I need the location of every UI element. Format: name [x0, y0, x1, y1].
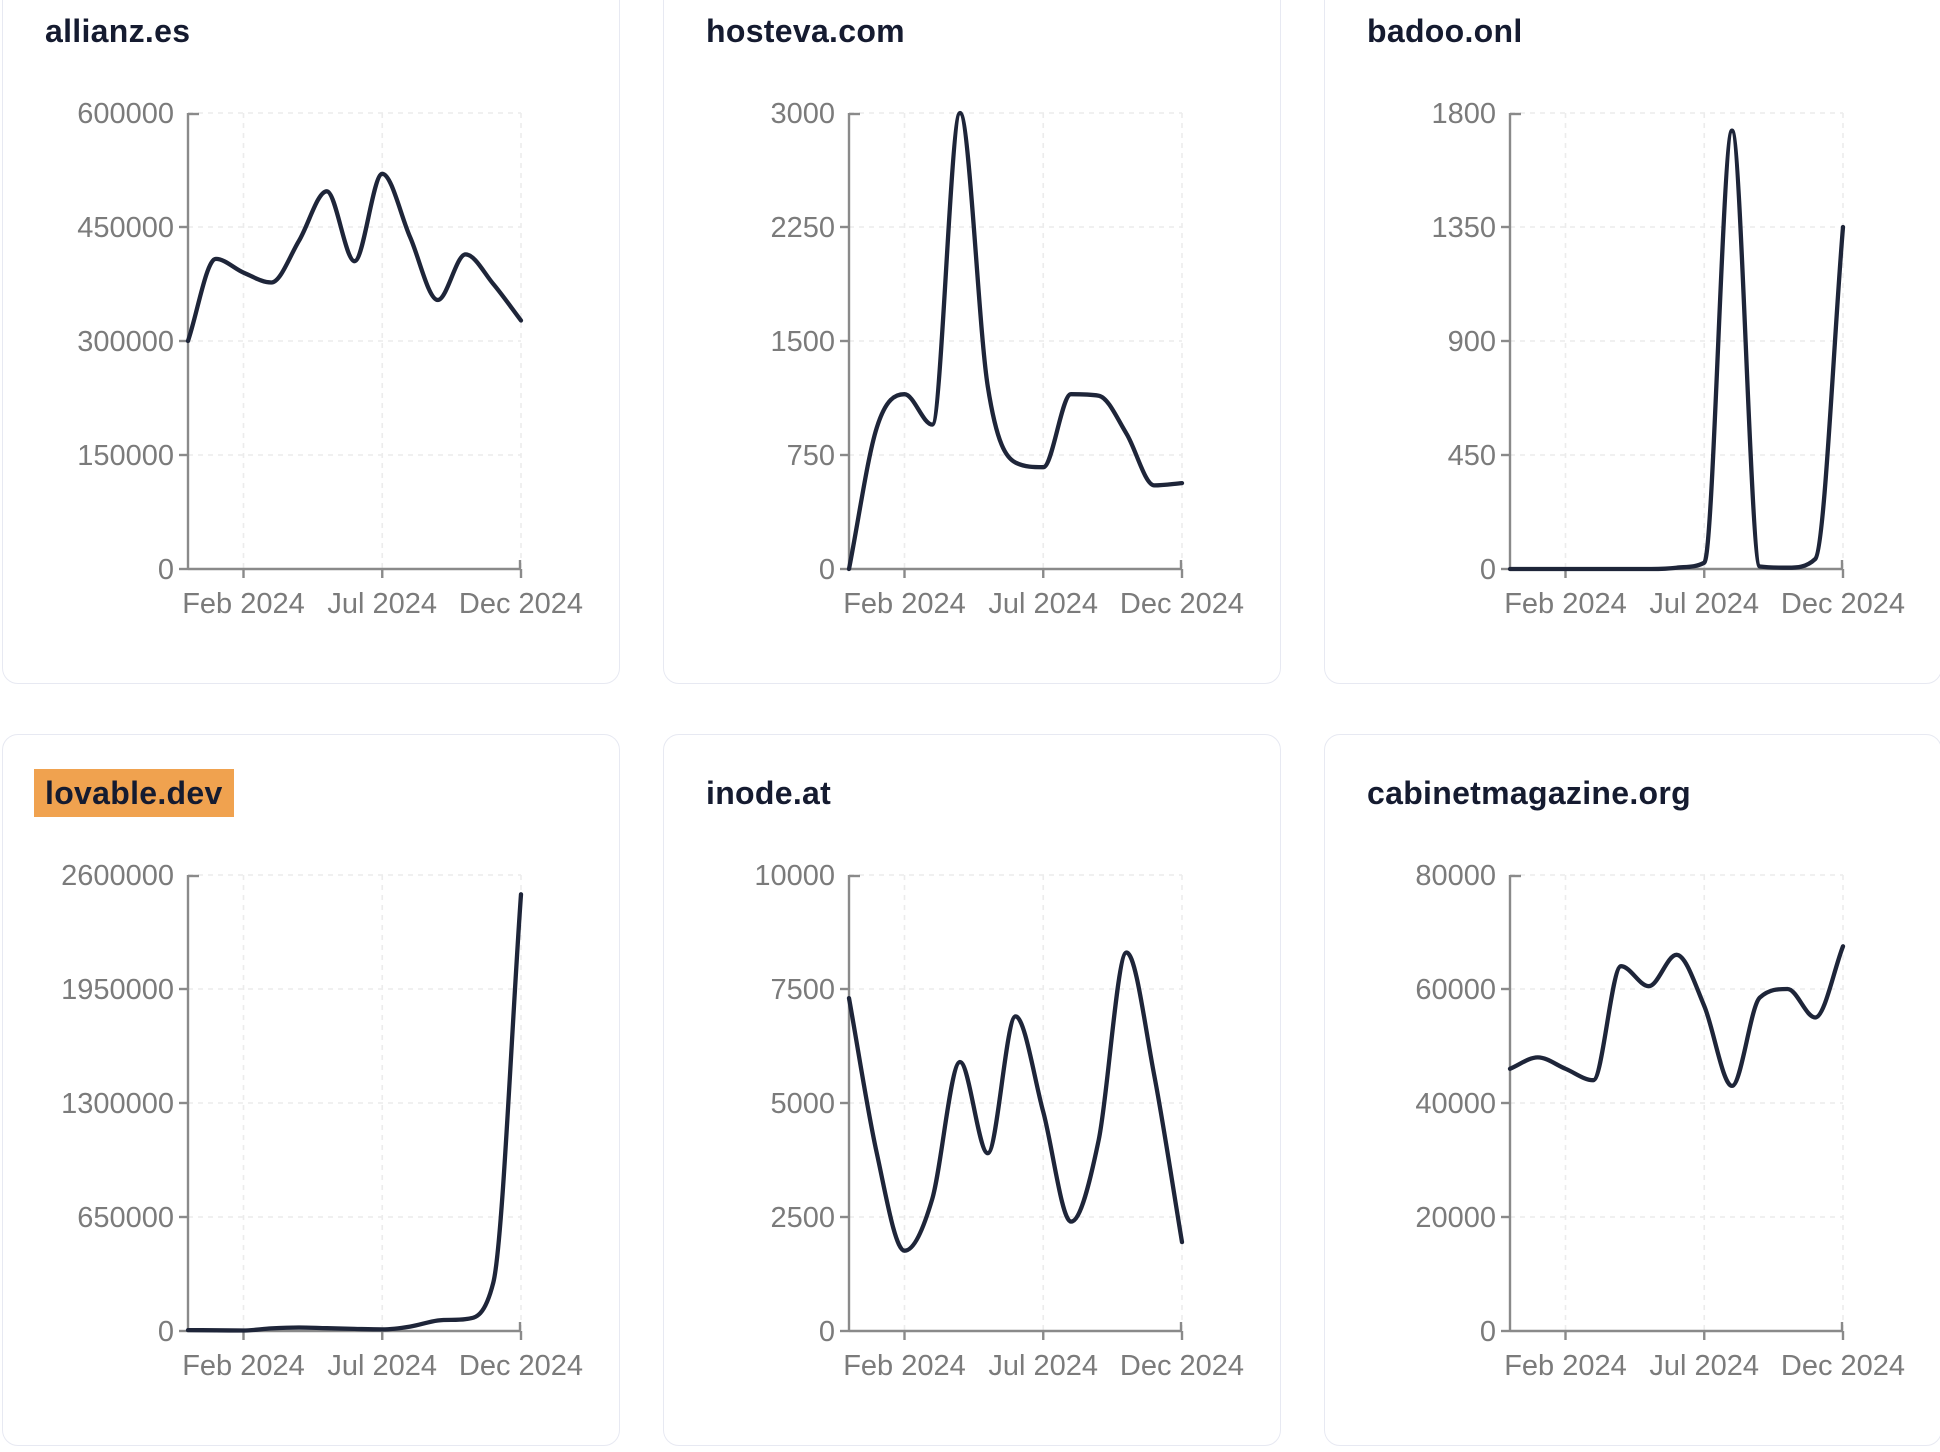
y-tick-label: 0: [158, 1316, 174, 1348]
card-title: badoo.onl: [1367, 11, 1523, 51]
y-tick-label: 450: [1448, 440, 1496, 472]
x-tick-label: Dec 2024: [459, 588, 583, 620]
y-tick-label: 650000: [77, 1202, 174, 1234]
x-tick-label: Jul 2024: [327, 588, 437, 620]
domain-card-badoo-onl[interactable]: badoo.onl 1800 1350 900 450 0 Feb 2024 Jul 2024…: [1324, 0, 1940, 684]
x-tick-label: Dec 2024: [1120, 588, 1244, 620]
y-tick-label: 600000: [77, 98, 174, 130]
y-tick-label: 7500: [770, 974, 835, 1006]
y-tick-label: 40000: [1415, 1088, 1496, 1120]
y-tick-label: 150000: [77, 440, 174, 472]
x-tick-label: Feb 2024: [182, 1350, 305, 1382]
y-tick-label: 10000: [754, 860, 835, 892]
domain-card-cabinetmagazine-org[interactable]: cabinetmagazine.org 80000 60000 40000 20000 0…: [1324, 734, 1940, 1446]
card-title: lovable.dev: [34, 769, 234, 817]
data-line: [1507, 944, 1846, 1089]
y-tick-label: 0: [819, 1316, 835, 1348]
x-tick-label: Jul 2024: [1649, 1350, 1759, 1382]
y-tick-label: 60000: [1415, 974, 1496, 1006]
domain-card-hosteva-com[interactable]: hosteva.com 3000 2250 1500 750 0 Feb 2024 Jul 2…: [663, 0, 1281, 684]
data-line: [185, 171, 524, 344]
x-tick-label: Feb 2024: [1504, 588, 1627, 620]
y-tick-label: 1350: [1431, 212, 1496, 244]
y-tick-label: 0: [1480, 554, 1496, 586]
card-title-text: hosteva.com: [706, 13, 905, 49]
x-tick-label: Dec 2024: [1781, 588, 1905, 620]
y-tick-label: 2500: [770, 1202, 835, 1234]
domain-card-lovable-dev[interactable]: lovable.dev 2600000 1950000 1300000 650000 0 F…: [2, 734, 620, 1446]
y-tick-label: 450000: [77, 212, 174, 244]
y-tick-label: 3000: [770, 98, 835, 130]
y-tick-label: 900: [1448, 326, 1496, 358]
x-tick-label: Feb 2024: [843, 588, 966, 620]
y-tick-label: 0: [1480, 1316, 1496, 1348]
x-tick-label: Jul 2024: [988, 1350, 1098, 1382]
y-tick-label: 750: [787, 440, 835, 472]
y-tick-label: 300000: [77, 326, 174, 358]
y-tick-label: 5000: [770, 1088, 835, 1120]
y-tick-label: 1500: [770, 326, 835, 358]
card-title: cabinetmagazine.org: [1367, 773, 1691, 813]
x-tick-label: Dec 2024: [459, 1350, 583, 1382]
card-title: inode.at: [706, 773, 831, 813]
card-title-text: allianz.es: [45, 13, 191, 49]
domain-card-allianz-es[interactable]: allianz.es 600000 450000 300000 150000 0 Feb 2…: [2, 0, 620, 684]
x-tick-label: Jul 2024: [988, 588, 1098, 620]
card-title-text: inode.at: [706, 775, 832, 811]
y-tick-label: 1800: [1431, 98, 1496, 130]
card-title-text: cabinetmagazine.org: [1367, 775, 1691, 811]
y-tick-label: 1950000: [61, 974, 174, 1006]
x-tick-label: Jul 2024: [327, 1350, 437, 1382]
x-tick-label: Feb 2024: [182, 588, 305, 620]
data-line: [1507, 128, 1846, 572]
x-tick-label: Jul 2024: [1649, 588, 1759, 620]
card-title: hosteva.com: [706, 11, 905, 51]
x-tick-label: Dec 2024: [1120, 1350, 1244, 1382]
y-tick-label: 80000: [1415, 860, 1496, 892]
card-title-text: badoo.onl: [1367, 13, 1523, 49]
y-tick-label: 1300000: [61, 1088, 174, 1120]
x-tick-label: Feb 2024: [1504, 1350, 1627, 1382]
x-tick-label: Dec 2024: [1781, 1350, 1905, 1382]
data-line: [185, 892, 524, 1333]
card-title-text-highlighted: lovable.dev: [34, 769, 234, 817]
y-tick-label: 0: [819, 554, 835, 586]
data-line: [846, 950, 1185, 1253]
domain-card-inode-at[interactable]: inode.at 10000 7500 5000 2500 0 Feb 2024 Jul 20…: [663, 734, 1281, 1446]
x-tick-label: Feb 2024: [843, 1350, 966, 1382]
y-tick-label: 0: [158, 554, 174, 586]
y-tick-label: 2600000: [61, 860, 174, 892]
y-tick-label: 20000: [1415, 1202, 1496, 1234]
data-line: [846, 110, 1185, 572]
card-title: allianz.es: [45, 11, 190, 51]
y-tick-label: 2250: [770, 212, 835, 244]
